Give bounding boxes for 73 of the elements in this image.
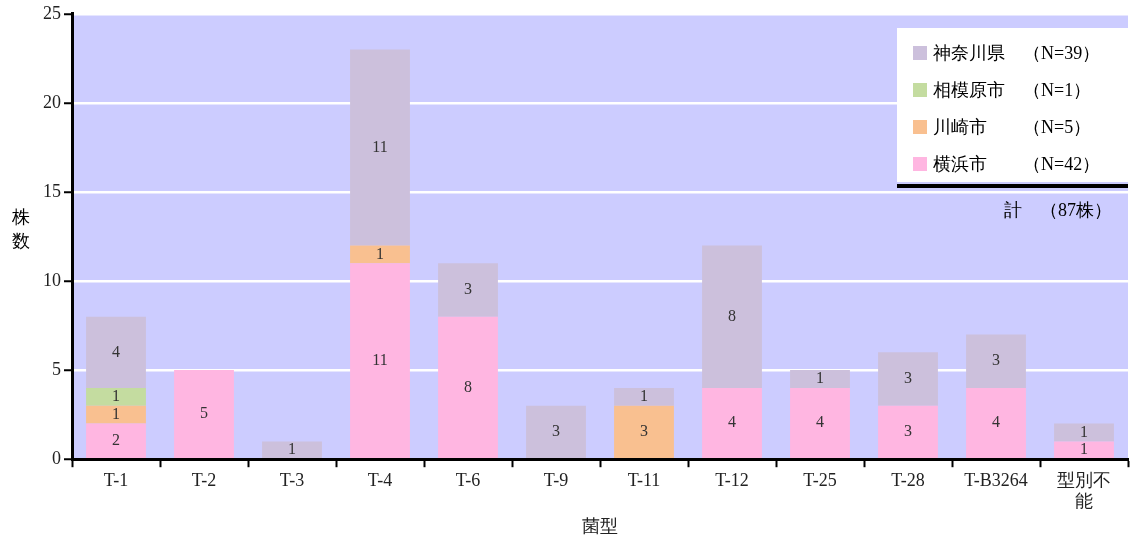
bar [86,405,146,424]
y-tick-label: 15 [43,180,61,201]
x-tick-label: T-11 [627,469,661,490]
x-tick-label: T-2 [191,469,217,490]
annotation: 計 （87株） [1004,199,1112,222]
bar [878,405,938,458]
x-tick-label: T-3 [279,469,305,490]
x-axis-title: 菌型 [582,516,618,537]
data-label: 5 [200,404,208,422]
y-tick-label: 25 [43,2,61,23]
bar [702,387,762,458]
bar [262,441,322,458]
bar [966,334,1026,388]
data-label: 4 [992,413,1000,431]
y-axis-title: 株数 [12,206,30,253]
data-label: 1 [112,387,120,405]
bar [966,387,1026,458]
y-tick-label: 20 [43,91,61,112]
legend-label: 横浜市 （N=42） [932,152,1102,176]
data-label: 3 [640,422,648,440]
data-label: 8 [464,377,472,395]
x-tick-label: T-28 [891,469,925,490]
data-label: 3 [552,422,560,440]
legend-label: 川崎市 （N=5） [932,115,1093,139]
bar [350,49,410,246]
data-label: 8 [728,306,736,324]
x-tick-label: T-4 [367,469,393,490]
x-tick-label: T-B3264 [964,469,1028,490]
data-label: 1 [376,244,384,262]
x-tick-label: T-1 [103,469,129,490]
bar [350,263,410,458]
legend-label: 相模原市 （N=1） [932,78,1093,102]
bar [1054,441,1114,458]
x-tick-label: T-12 [715,469,749,490]
data-label: 4 [112,342,120,360]
data-label: 3 [992,351,1000,369]
data-label: 4 [816,413,824,431]
data-label: 11 [372,137,388,155]
legend-label: 神奈川県 （N=39） [932,41,1102,65]
data-label: 1 [1080,422,1088,440]
bar [438,316,498,458]
data-label: 1 [1080,439,1088,457]
data-label: 4 [728,413,736,431]
bar [86,423,146,458]
data-label: 11 [372,350,388,368]
data-label: 1 [640,387,648,405]
bar [86,387,146,406]
x-tick-label: 型別不能 [1057,469,1111,512]
y-tick-label: 5 [52,358,61,379]
data-label: 3 [464,280,472,298]
bar [174,370,234,458]
data-label: 3 [904,369,912,387]
x-tick-label: T-9 [543,469,569,490]
bar [1054,423,1114,442]
bar [614,387,674,406]
bar [790,387,850,458]
bar [878,352,938,406]
bar [614,405,674,458]
bar [350,245,410,264]
bar [526,405,586,458]
y-tick-label: 10 [43,269,61,290]
bar [702,245,762,388]
bar [86,316,146,388]
data-label: 2 [112,430,120,448]
data-label: 1 [288,439,296,457]
bar [438,263,498,317]
data-label: 1 [816,369,824,387]
bar [790,370,850,388]
y-tick-label: 0 [52,447,61,468]
x-tick-label: T-25 [803,469,837,490]
data-label: 1 [112,404,120,422]
x-tick-label: T-6 [455,469,481,490]
data-label: 3 [904,422,912,440]
